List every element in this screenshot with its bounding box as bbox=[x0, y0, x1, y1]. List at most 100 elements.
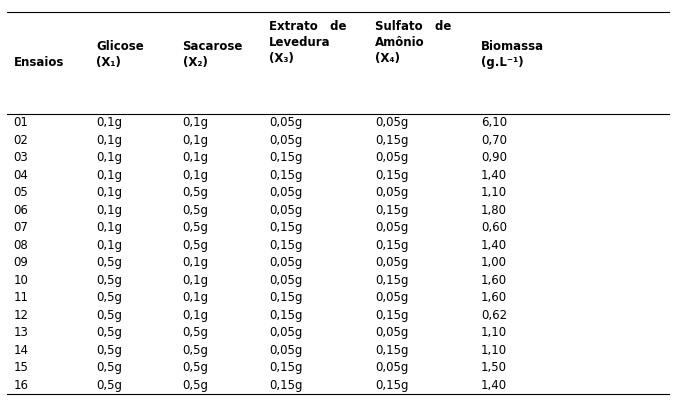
Text: 0,5g: 0,5g bbox=[183, 326, 209, 339]
Text: 0,1g: 0,1g bbox=[96, 168, 123, 182]
Text: 16: 16 bbox=[14, 379, 28, 392]
Text: 0,5g: 0,5g bbox=[183, 186, 209, 199]
Text: 0,15g: 0,15g bbox=[269, 361, 303, 374]
Text: 0,5g: 0,5g bbox=[183, 221, 209, 234]
Text: 1,40: 1,40 bbox=[481, 379, 507, 392]
Text: 0,62: 0,62 bbox=[481, 309, 507, 322]
Text: 0,05g: 0,05g bbox=[269, 186, 302, 199]
Text: 0,1g: 0,1g bbox=[183, 274, 209, 287]
Text: 0,05g: 0,05g bbox=[375, 291, 408, 304]
Text: 0,5g: 0,5g bbox=[96, 309, 123, 322]
Text: 0,15g: 0,15g bbox=[375, 274, 408, 287]
Text: 0,15g: 0,15g bbox=[269, 379, 303, 392]
Text: 0,1g: 0,1g bbox=[96, 134, 123, 146]
Text: 0,05g: 0,05g bbox=[375, 361, 408, 374]
Text: 0,05g: 0,05g bbox=[269, 344, 302, 357]
Text: Biomassa
(g.L⁻¹): Biomassa (g.L⁻¹) bbox=[481, 40, 544, 70]
Text: 0,5g: 0,5g bbox=[96, 274, 123, 287]
Text: 0,5g: 0,5g bbox=[183, 379, 209, 392]
Text: 6,10: 6,10 bbox=[481, 116, 507, 129]
Text: 0,1g: 0,1g bbox=[96, 239, 123, 252]
Text: 02: 02 bbox=[14, 134, 28, 146]
Text: 0,15g: 0,15g bbox=[375, 204, 408, 217]
Text: 0,1g: 0,1g bbox=[183, 256, 209, 269]
Text: 1,10: 1,10 bbox=[481, 326, 507, 339]
Text: 0,15g: 0,15g bbox=[375, 309, 408, 322]
Text: 1,40: 1,40 bbox=[481, 239, 507, 252]
Text: 11: 11 bbox=[14, 291, 28, 304]
Text: 08: 08 bbox=[14, 239, 28, 252]
Text: 0,05g: 0,05g bbox=[269, 134, 302, 146]
Text: 07: 07 bbox=[14, 221, 28, 234]
Text: 0,05g: 0,05g bbox=[375, 151, 408, 164]
Text: Sacarose
(X₂): Sacarose (X₂) bbox=[183, 40, 243, 70]
Text: 1,10: 1,10 bbox=[481, 344, 507, 357]
Text: 04: 04 bbox=[14, 168, 28, 182]
Text: 0,5g: 0,5g bbox=[183, 361, 209, 374]
Text: 0,15g: 0,15g bbox=[269, 168, 303, 182]
Text: 0,1g: 0,1g bbox=[183, 151, 209, 164]
Text: 0,05g: 0,05g bbox=[269, 274, 302, 287]
Text: 1,00: 1,00 bbox=[481, 256, 507, 269]
Text: 1,10: 1,10 bbox=[481, 186, 507, 199]
Text: 0,05g: 0,05g bbox=[269, 256, 302, 269]
Text: 0,15g: 0,15g bbox=[375, 134, 408, 146]
Text: 0,15g: 0,15g bbox=[375, 239, 408, 252]
Text: 0,15g: 0,15g bbox=[269, 291, 303, 304]
Text: 10: 10 bbox=[14, 274, 28, 287]
Text: 0,1g: 0,1g bbox=[96, 186, 123, 199]
Text: 1,60: 1,60 bbox=[481, 274, 507, 287]
Text: 0,5g: 0,5g bbox=[96, 326, 123, 339]
Text: 1,40: 1,40 bbox=[481, 168, 507, 182]
Text: 0,15g: 0,15g bbox=[269, 221, 303, 234]
Text: 13: 13 bbox=[14, 326, 28, 339]
Text: 0,1g: 0,1g bbox=[96, 204, 123, 217]
Text: 0,15g: 0,15g bbox=[269, 151, 303, 164]
Text: Ensaios: Ensaios bbox=[14, 56, 64, 69]
Text: 0,5g: 0,5g bbox=[96, 361, 123, 374]
Text: 0,1g: 0,1g bbox=[183, 168, 209, 182]
Text: 1,60: 1,60 bbox=[481, 291, 507, 304]
Text: 0,05g: 0,05g bbox=[269, 204, 302, 217]
Text: 0,15g: 0,15g bbox=[375, 344, 408, 357]
Text: 0,5g: 0,5g bbox=[96, 291, 123, 304]
Text: Extrato   de
Levedura
(X₃): Extrato de Levedura (X₃) bbox=[269, 20, 347, 65]
Text: 0,1g: 0,1g bbox=[183, 116, 209, 129]
Text: 0,05g: 0,05g bbox=[269, 116, 302, 129]
Text: 0,1g: 0,1g bbox=[96, 221, 123, 234]
Text: 0,05g: 0,05g bbox=[375, 221, 408, 234]
Text: 15: 15 bbox=[14, 361, 28, 374]
Text: 0,60: 0,60 bbox=[481, 221, 507, 234]
Text: 0,90: 0,90 bbox=[481, 151, 507, 164]
Text: 0,1g: 0,1g bbox=[96, 116, 123, 129]
Text: 0,05g: 0,05g bbox=[375, 116, 408, 129]
Text: 0,1g: 0,1g bbox=[183, 134, 209, 146]
Text: 0,5g: 0,5g bbox=[96, 256, 123, 269]
Text: 0,05g: 0,05g bbox=[375, 256, 408, 269]
Text: 0,15g: 0,15g bbox=[375, 168, 408, 182]
Text: 1,80: 1,80 bbox=[481, 204, 507, 217]
Text: 0,5g: 0,5g bbox=[96, 344, 123, 357]
Text: 06: 06 bbox=[14, 204, 28, 217]
Text: 0,5g: 0,5g bbox=[183, 204, 209, 217]
Text: 0,70: 0,70 bbox=[481, 134, 507, 146]
Text: 0,05g: 0,05g bbox=[375, 186, 408, 199]
Text: 0,1g: 0,1g bbox=[96, 151, 123, 164]
Text: 0,1g: 0,1g bbox=[183, 309, 209, 322]
Text: Sulfato   de
Amônio
(X₄): Sulfato de Amônio (X₄) bbox=[375, 20, 452, 65]
Text: 12: 12 bbox=[14, 309, 28, 322]
Text: 0,05g: 0,05g bbox=[375, 326, 408, 339]
Text: 0,5g: 0,5g bbox=[183, 239, 209, 252]
Text: Glicose
(X₁): Glicose (X₁) bbox=[96, 40, 144, 70]
Text: 0,5g: 0,5g bbox=[96, 379, 123, 392]
Text: 0,15g: 0,15g bbox=[375, 379, 408, 392]
Text: 0,1g: 0,1g bbox=[183, 291, 209, 304]
Text: 1,50: 1,50 bbox=[481, 361, 507, 374]
Text: 14: 14 bbox=[14, 344, 28, 357]
Text: 0,15g: 0,15g bbox=[269, 309, 303, 322]
Text: 0,05g: 0,05g bbox=[269, 326, 302, 339]
Text: 03: 03 bbox=[14, 151, 28, 164]
Text: 0,5g: 0,5g bbox=[183, 344, 209, 357]
Text: 05: 05 bbox=[14, 186, 28, 199]
Text: 09: 09 bbox=[14, 256, 28, 269]
